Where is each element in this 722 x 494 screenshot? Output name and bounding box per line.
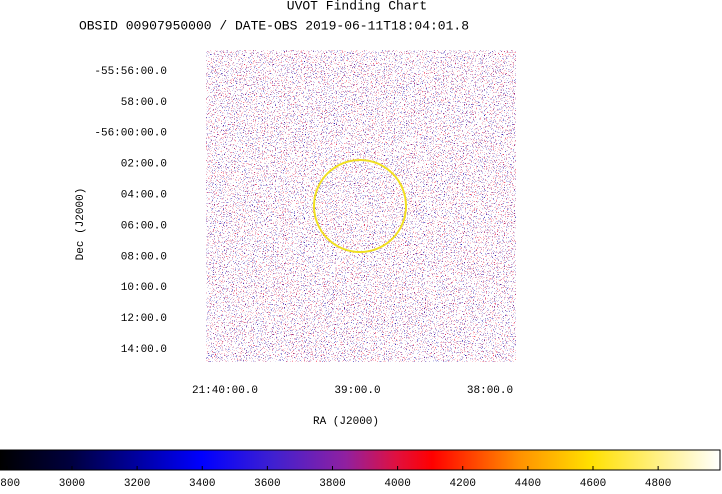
- x-tick-label: 38:00.0: [467, 385, 513, 397]
- x-tick-label: 21:40:00.0: [192, 385, 258, 397]
- colorbar-tick-label: 4400: [515, 478, 541, 489]
- y-tick-label: 10:00.0: [121, 282, 167, 294]
- colorbar-tick-label: 4600: [580, 478, 606, 489]
- y-tick-label: -55:56:00.0: [94, 66, 167, 78]
- colorbar-tick-label: 4800: [645, 478, 671, 489]
- colorbar-tick-label: 2800: [0, 478, 20, 489]
- colorbar-tick-label: 3400: [189, 478, 215, 489]
- chart-title: UVOT Finding Chart: [287, 0, 427, 13]
- sky-image: [206, 50, 516, 362]
- x-axis-label: RA (J2000): [313, 416, 379, 428]
- y-axis-label: Dec (J2000): [75, 188, 87, 261]
- chart-subtitle: OBSID 00907950000 / DATE-OBS 2019-06-11T…: [79, 18, 469, 33]
- x-tick-label: 39:00.0: [334, 385, 380, 397]
- y-tick-label: 04:00.0: [121, 189, 167, 201]
- y-tick-label: 08:00.0: [121, 251, 167, 263]
- colorbar-tick-label: 3600: [254, 478, 280, 489]
- y-tick-label: -56:00:00.0: [94, 128, 167, 140]
- colorbar-tick-label: 3800: [319, 478, 345, 489]
- colorbar-tick-label: 4000: [384, 478, 410, 489]
- colorbar-tick-label: 4200: [450, 478, 476, 489]
- colorbar: [0, 449, 721, 471]
- y-tick-label: 06:00.0: [121, 220, 167, 232]
- source-circle: [313, 159, 407, 253]
- y-tick-label: 02:00.0: [121, 159, 167, 171]
- y-tick-label: 58:00.0: [121, 97, 167, 109]
- y-tick-label: 14:00.0: [121, 344, 167, 356]
- colorbar-tick-label: 3200: [124, 478, 150, 489]
- image-stars: [206, 50, 516, 362]
- y-tick-label: 12:00.0: [121, 313, 167, 325]
- colorbar-tick-label: 3000: [59, 478, 85, 489]
